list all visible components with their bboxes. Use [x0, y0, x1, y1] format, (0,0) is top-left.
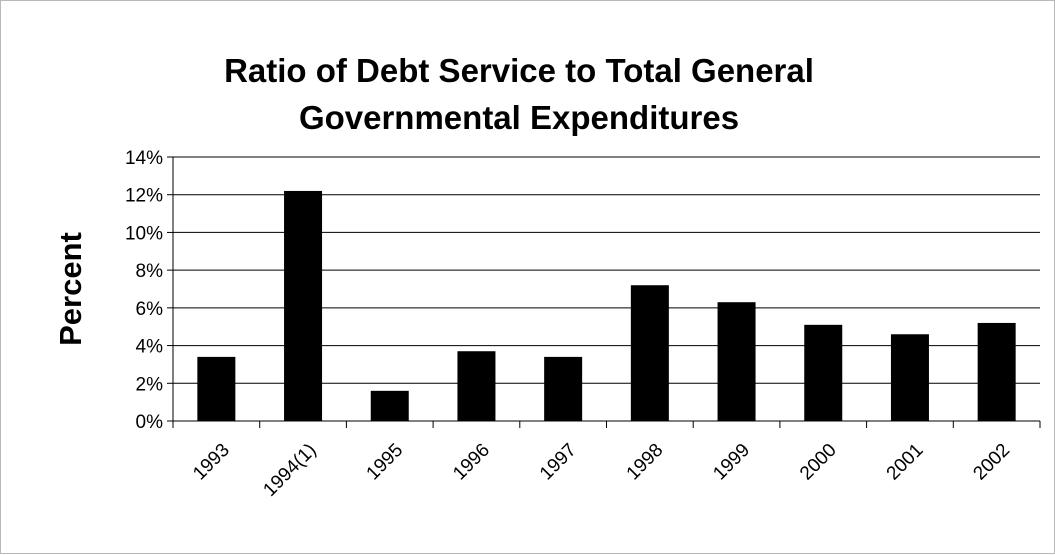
- y-tick-label: 12%: [125, 186, 163, 207]
- bar-1998: [630, 285, 669, 421]
- y-tick-label: 10%: [125, 223, 163, 244]
- y-tick-label: 4%: [136, 337, 164, 358]
- x-tick-label: 2002: [969, 440, 1014, 485]
- y-axis-label: Percent: [53, 232, 88, 346]
- x-tick-label: 2000: [796, 440, 841, 485]
- chart-title-line-1: Ratio of Debt Service to Total General: [224, 52, 814, 89]
- plot-area: 0% 2% 4% 6% 8% 10% 12% 14% 1993 1994(1) 1995 1996 19…: [125, 148, 1041, 501]
- bar-1995: [370, 390, 409, 421]
- bar-19941: [284, 190, 323, 421]
- x-tick-label: 1995: [363, 440, 408, 485]
- bar-1993: [197, 356, 236, 421]
- y-tick-label: 2%: [136, 374, 164, 395]
- chart-title-line-2: Governmental Expenditures: [299, 99, 739, 136]
- bar-1997: [544, 356, 583, 421]
- y-tick-label: 6%: [136, 299, 164, 320]
- x-tick-label: 1993: [189, 440, 234, 485]
- bar-1999: [717, 302, 756, 421]
- y-tick-label: 8%: [136, 261, 164, 282]
- y-tick-label: 14%: [125, 148, 163, 169]
- x-tick-label: 1999: [709, 440, 754, 485]
- x-tick-label: 1997: [536, 440, 581, 485]
- bar-2002: [977, 322, 1016, 421]
- x-tick-label: 1998: [623, 440, 668, 485]
- bar-1996: [457, 351, 496, 421]
- bar-2001: [890, 334, 929, 421]
- x-tick-label: 1994(1): [259, 440, 320, 501]
- bar-2000: [804, 324, 843, 421]
- x-tick-label: 1996: [449, 440, 494, 485]
- x-tick-label: 2001: [883, 440, 928, 485]
- y-tick-label: 0%: [136, 412, 164, 433]
